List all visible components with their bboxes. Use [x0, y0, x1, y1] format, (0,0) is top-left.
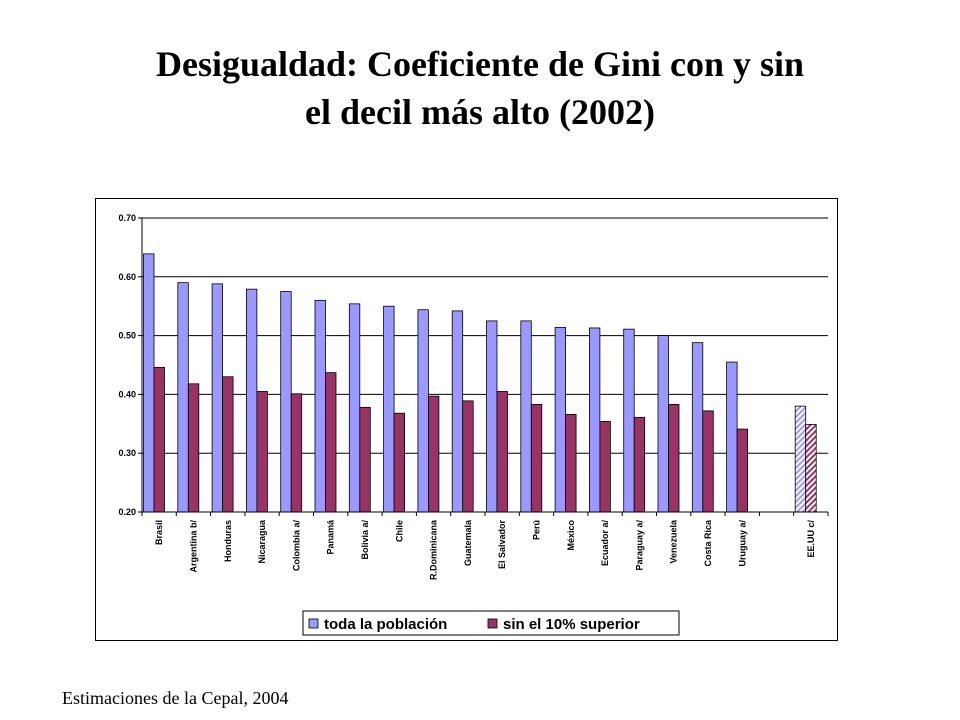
- x-tick-label-chile: Chile: [394, 520, 404, 542]
- x-tick-label-guatemala: Guatemala: [463, 519, 473, 566]
- bar-sin-honduras: [222, 376, 234, 513]
- x-tick-label-m-xico: México: [566, 520, 576, 551]
- bar-sin-per: [530, 403, 543, 513]
- legend-label-sin-el-10-superior: sin el 10% superior: [503, 616, 640, 633]
- slide-title: Desigualdad: Coeficiente de Gini con y s…: [0, 40, 960, 136]
- legend-swatch-toda-la-poblacion: [308, 618, 319, 629]
- bar-sin-bolivia-a: [359, 406, 371, 513]
- bar-sin-ecuador-a: [599, 421, 611, 513]
- y-tick-label: 0.30: [118, 448, 136, 458]
- bar-sin-m-xico: [565, 413, 577, 513]
- y-tick-label: 0.40: [118, 389, 136, 399]
- bar-sin-paraguay-a: [633, 416, 646, 513]
- bar-sin-ee-uu-c: [805, 423, 817, 513]
- chart-legend: toda la población sin el 10% superior: [302, 610, 680, 636]
- title-line-2: el decil más alto (2002): [305, 92, 655, 132]
- x-tick-label-brasil: Brasil: [154, 520, 164, 545]
- bar-toda-bolivia-a: [348, 303, 361, 513]
- bar-toda-ee-uu-c: [794, 405, 807, 513]
- x-tick-label-bolivia-a: Bolivia a/: [360, 520, 370, 560]
- bar-sin-uruguay-a: [736, 428, 748, 513]
- bar-toda-costa-rica: [691, 342, 704, 513]
- bar-toda-r-dominicana: [417, 309, 429, 513]
- gini-bar-chart: 0.20 0.30 0.40 0.50 0.60 0.70 Brasil Argentina …: [118, 213, 829, 636]
- bar-sin-venezuela: [668, 403, 680, 513]
- bar-toda-colombia-a: [280, 291, 292, 513]
- bar-sin-r-dominicana: [427, 395, 440, 513]
- x-tick-label-ecuador-a: Ecuador a/: [600, 520, 610, 567]
- x-tick-label-ee-uu-c: EE.UU c/: [806, 520, 816, 558]
- bar-toda-m-xico: [554, 326, 567, 513]
- legend-label-toda-la-poblacion: toda la población: [324, 616, 447, 633]
- x-tick-label-per: Perú: [531, 520, 541, 540]
- bar-sin-nicaragua: [256, 391, 268, 513]
- y-tick-label: 0.60: [118, 272, 136, 282]
- chart-frame: 0.20 0.30 0.40 0.50 0.60 0.70 Brasil Argentina …: [95, 198, 838, 641]
- bar-toda-panam: [314, 299, 326, 513]
- x-tick-label-argentina-b: Argentina b/: [188, 520, 198, 573]
- bar-toda-paraguay-a: [623, 328, 635, 513]
- bar-toda-ecuador-a: [588, 327, 601, 513]
- x-tick-label-paraguay-a: Paraguay a/: [634, 520, 644, 571]
- y-tick-label: 0.20: [118, 507, 136, 517]
- x-tick-label-costa-rica: Costa Rica: [703, 519, 713, 567]
- y-tick-label: 0.70: [118, 213, 136, 223]
- x-tick-label-colombia-a: Colombia a/: [291, 520, 301, 572]
- bar-toda-guatemala: [451, 310, 464, 513]
- bar-toda-nicaragua: [245, 288, 258, 513]
- bar-sin-costa-rica: [702, 410, 714, 513]
- bar-toda-honduras: [211, 283, 223, 513]
- bar-sin-colombia-a: [290, 393, 303, 513]
- bar-sin-panam: [325, 372, 337, 513]
- bar-toda-venezuela: [657, 335, 669, 513]
- bar-toda-chile: [383, 305, 395, 513]
- x-tick-label-uruguay-a: Uruguay a/: [737, 520, 747, 567]
- legend-swatch-sin-el-10-superior: [487, 618, 498, 629]
- x-tick-label-honduras: Honduras: [223, 520, 233, 562]
- bar-toda-brasil: [143, 253, 155, 513]
- y-tick-label: 0.50: [118, 331, 136, 341]
- x-tick-label-panam: Panamá: [326, 519, 336, 555]
- bar-toda-per: [520, 320, 532, 513]
- x-tick-label-r-dominicana: R.Dominicana: [429, 519, 439, 580]
- x-tick-label-venezuela: Venezuela: [669, 519, 679, 564]
- bar-sin-guatemala: [462, 400, 474, 513]
- bar-sin-el-salvador: [496, 391, 508, 513]
- title-line-1: Desigualdad: Coeficiente de Gini con y s…: [155, 44, 805, 84]
- source-note: Estimaciones de la Cepal, 2004: [62, 688, 289, 708]
- bar-sin-brasil: [153, 366, 165, 513]
- bar-toda-uruguay-a: [726, 361, 738, 513]
- bar-sin-chile: [393, 412, 406, 513]
- bar-sin-argentina-b: [187, 383, 200, 513]
- x-tick-label-el-salvador: El Salvador: [497, 520, 507, 570]
- bar-toda-argentina-b: [177, 282, 189, 513]
- bar-toda-el-salvador: [486, 320, 498, 513]
- x-tick-label-nicaragua: Nicaragua: [257, 519, 267, 564]
